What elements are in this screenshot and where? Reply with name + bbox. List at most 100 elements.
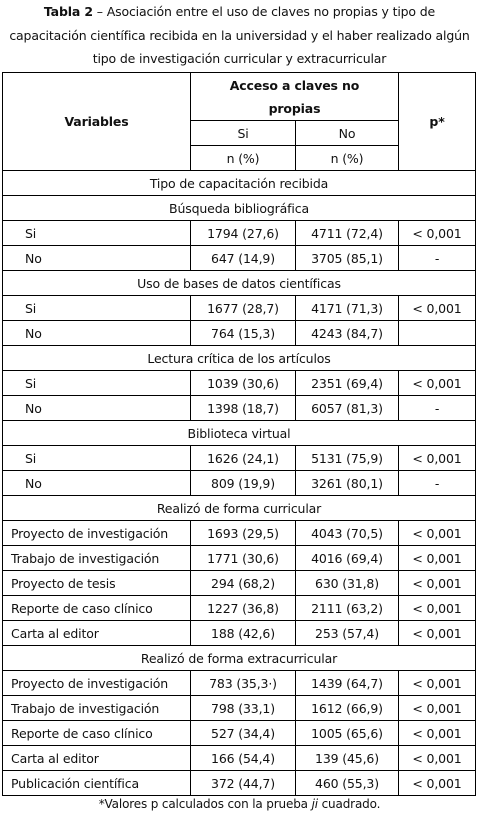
row-label: Proyecto de investigación [2,520,191,546]
p-value: < 0,001 [398,770,476,796]
row-label: No [2,395,191,421]
row-label: Si [2,370,191,396]
table-row: Lectura crítica de los artículos [2,345,476,371]
cell-value: 1612 (66,9) [295,695,399,721]
table-row: No 809 (19,9) 3261 (80,1) - [2,470,476,496]
header-si: Si [190,120,296,146]
row-label: Si [2,445,191,471]
cell-value: 1771 (30,6) [190,545,296,571]
row-label: No [2,320,191,346]
cell-value: 783 (35,3·) [190,670,296,696]
p-value: - [398,470,476,496]
table-row: Proyecto de investigación 1693 (29,5) 4043… [2,520,476,546]
table-row: Carta al editor 188 (42,6) 253 (57,4) < 0,0… [2,620,476,646]
p-value: < 0,001 [398,620,476,646]
cell-value: 1039 (30,6) [190,370,296,396]
table-row: Realizó de forma curricular [2,495,476,521]
p-value: < 0,001 [398,445,476,471]
cell-value: 630 (31,8) [295,570,399,596]
empty-cell [398,320,476,346]
caption: Tabla 2 – Asociación entre el uso de cla… [4,0,475,72]
p-value: < 0,001 [398,670,476,696]
table-row: No 1398 (18,7) 6057 (81,3) - [2,395,476,421]
p-value: - [398,395,476,421]
table-row: Proyecto de investigación 783 (35,3·) 1439… [2,670,476,696]
p-value: < 0,001 [398,220,476,246]
cell-value: 647 (14,9) [190,245,296,271]
cell-value: 460 (55,3) [295,770,399,796]
caption-text: – Asociación entre el uso de claves no p… [9,4,470,66]
p-value: < 0,001 [398,570,476,596]
row-label: Carta al editor [2,745,191,771]
cell-value: 1227 (36,8) [190,595,296,621]
cell-value: 4043 (70,5) [295,520,399,546]
cell-value: 2111 (63,2) [295,595,399,621]
cell-value: 4016 (69,4) [295,545,399,571]
cell-value: 188 (42,6) [190,620,296,646]
table-row: Realizó de forma extracurricular [2,645,476,671]
row-label: Reporte de caso clínico [2,595,191,621]
table-row: Biblioteca virtual [2,420,476,446]
row-label: Proyecto de tesis [2,570,191,596]
p-value: < 0,001 [398,695,476,721]
p-value: < 0,001 [398,545,476,571]
table-row: Si 1677 (28,7) 4171 (71,3) < 0,001 [2,295,476,321]
cell-value: 4243 (84,7) [295,320,399,346]
cell-value: 3705 (85,1) [295,245,399,271]
table-row: Si 1039 (30,6) 2351 (69,4) < 0,001 [2,370,476,396]
p-value: < 0,001 [398,595,476,621]
header-no: No [295,120,399,146]
section-heading: Uso de bases de datos científicas [2,270,476,296]
row-label: Proyecto de investigación [2,670,191,696]
cell-value: 764 (15,3) [190,320,296,346]
table-row: Si 1626 (24,1) 5131 (75,9) < 0,001 [2,445,476,471]
table-row: No 764 (15,3) 4243 (84,7) [2,320,476,346]
table-row: Reporte de caso clínico 527 (34,4) 1005 (6… [2,720,476,746]
header-variables: Variables [2,72,191,171]
row-label: No [2,245,191,271]
row-label: Carta al editor [2,620,191,646]
row-label: No [2,470,191,496]
cell-value: 4711 (72,4) [295,220,399,246]
cell-value: 1677 (28,7) [190,295,296,321]
table-row: Reporte de caso clínico 1227 (36,8) 2111 (… [2,595,476,621]
row-label: Trabajo de investigación [2,695,191,721]
cell-value: 1439 (64,7) [295,670,399,696]
cell-value: 139 (45,6) [295,745,399,771]
cell-value: 166 (54,4) [190,745,296,771]
cell-value: 1693 (29,5) [190,520,296,546]
table-row: Proyecto de tesis 294 (68,2) 630 (31,8) < 0… [2,570,476,596]
cell-value: 527 (34,4) [190,720,296,746]
row-label: Trabajo de investigación [2,545,191,571]
header-group: Acceso a claves no propias [190,72,399,121]
table: Variables Acceso a claves no propias p* … [2,72,476,796]
cell-value: 2351 (69,4) [295,370,399,396]
cell-value: 253 (57,4) [295,620,399,646]
cell-value: 1005 (65,6) [295,720,399,746]
cell-value: 372 (44,7) [190,770,296,796]
footnote-text: *Valores p calculados con la prueba [98,797,312,811]
table-row: Búsqueda bibliográfica [2,195,476,221]
cell-value: 294 (68,2) [190,570,296,596]
p-value: < 0,001 [398,370,476,396]
footnote: *Valores p calculados con la prueba ji c… [0,797,479,811]
p-value: < 0,001 [398,745,476,771]
p-value: < 0,001 [398,720,476,746]
footnote-italic: ji [311,797,319,811]
cell-value: 1626 (24,1) [190,445,296,471]
row-label: Publicación científica [2,770,191,796]
table-row: Trabajo de investigación 798 (33,1) 1612 (… [2,695,476,721]
cell-value: 6057 (81,3) [295,395,399,421]
table-row: Uso de bases de datos científicas [2,270,476,296]
cell-value: 1398 (18,7) [190,395,296,421]
cell-value: 5131 (75,9) [295,445,399,471]
caption-label: Tabla 2 [43,4,93,19]
section-heading: Tipo de capacitación recibida [2,170,476,196]
header-unit: n (%) [190,145,296,171]
cell-value: 809 (19,9) [190,470,296,496]
table-row: Tipo de capacitación recibida [2,170,476,196]
section-heading: Biblioteca virtual [2,420,476,446]
cell-value: 4171 (71,3) [295,295,399,321]
section-heading: Lectura crítica de los artículos [2,345,476,371]
